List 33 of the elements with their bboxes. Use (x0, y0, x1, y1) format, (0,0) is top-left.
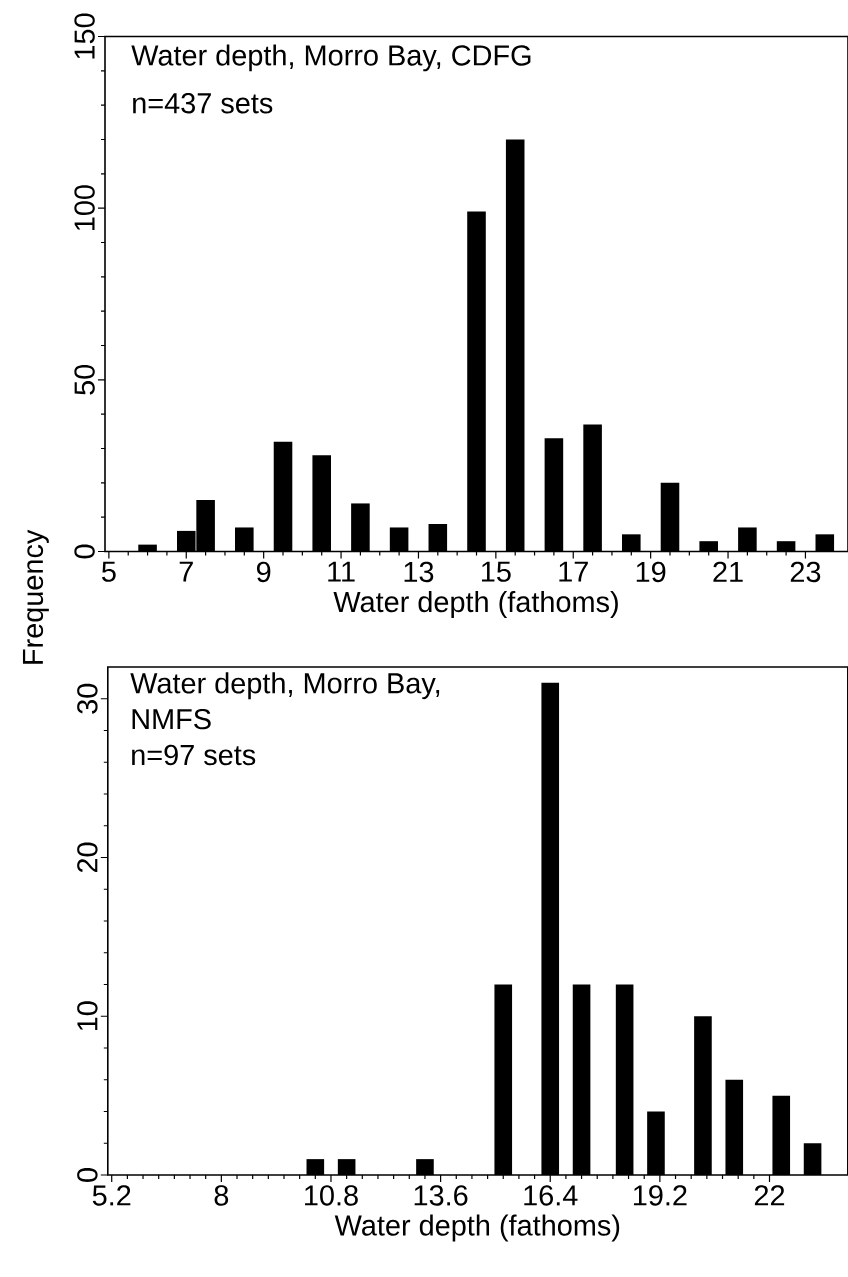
x-tick-label: 16.4 (524, 1185, 578, 1206)
y-tick-label: 20 (77, 842, 98, 873)
annotation: NMFS (132, 708, 211, 730)
y-tick-label: 0 (74, 544, 95, 559)
annotation: n=437 sets (133, 93, 273, 114)
x-tick-label: 10.8 (305, 1185, 358, 1206)
x-tick-label: 19 (636, 561, 666, 583)
x-axis-title: Water depth (fathoms) (334, 1214, 620, 1242)
x-tick-label: 5.2 (92, 1185, 131, 1206)
y-tick-label: 0 (77, 1168, 98, 1182)
annotation: Water depth, Morro Bay, (130, 672, 440, 700)
y-tick-label: 10 (77, 1001, 98, 1031)
x-tick-label: 11 (328, 561, 355, 582)
annotation: Water depth, Morro Bay, CDFG (131, 44, 531, 72)
x-tick-label: 5 (101, 561, 116, 582)
x-tick-label: 9 (256, 561, 271, 583)
x-tick-label: 17 (559, 561, 588, 582)
y-tick-label: 150 (74, 13, 95, 59)
x-tick-label: 15 (481, 561, 511, 582)
y-tick-label: 100 (74, 185, 95, 231)
y-axis-title: Frequency (22, 529, 49, 664)
annotation: n=97 sets (132, 744, 256, 766)
x-tick-label: 13 (404, 561, 434, 583)
y-tick-label: 30 (77, 683, 98, 714)
x-tick-label: 19.2 (633, 1185, 687, 1206)
x-tick-label: 21 (713, 561, 743, 582)
x-tick-label: 22 (754, 1185, 785, 1206)
y-tick-label: 50 (74, 364, 95, 395)
x-tick-label: 13.6 (414, 1185, 468, 1206)
x-tick-label: 8 (214, 1185, 229, 1206)
x-tick-label: 23 (790, 561, 821, 583)
x-axis-title: Water depth (fathoms) (333, 590, 618, 618)
x-tick-label: 7 (179, 561, 193, 582)
